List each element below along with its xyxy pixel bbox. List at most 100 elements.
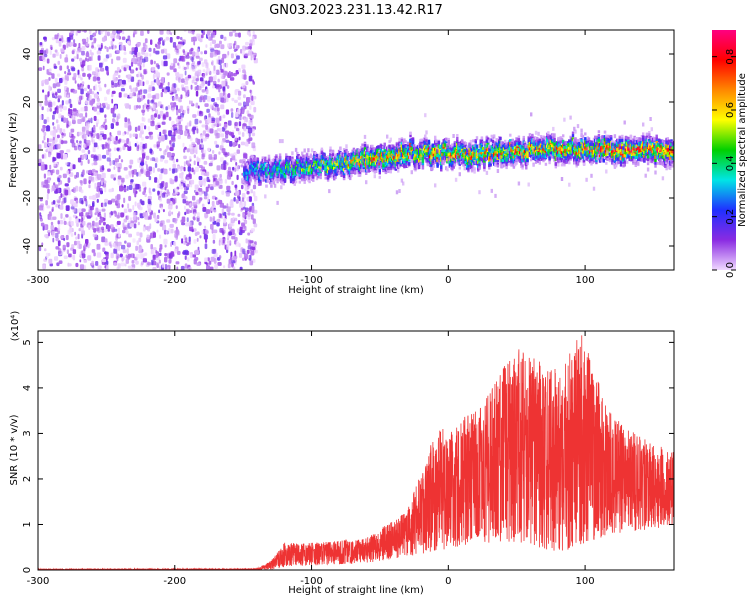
spectrogram-cell bbox=[101, 144, 105, 150]
spectrogram-cell bbox=[73, 73, 77, 78]
spectrogram-cell bbox=[215, 117, 220, 124]
spectrogram-cell bbox=[104, 114, 107, 118]
spectrogram-cell bbox=[148, 166, 153, 172]
spectrogram-cell bbox=[218, 255, 222, 259]
spectrogram-cell bbox=[104, 198, 109, 203]
spectrogram-cell bbox=[121, 79, 126, 85]
spectrogram-cell bbox=[155, 157, 159, 163]
spectrogram-cell bbox=[40, 222, 45, 227]
spectrogram-cell bbox=[56, 124, 60, 131]
spectrogram-cell bbox=[63, 153, 68, 160]
spectrogram-cell bbox=[159, 183, 164, 189]
spectrogram-cell bbox=[237, 45, 240, 49]
spectrogram-cell bbox=[48, 142, 53, 147]
spectrogram-cell bbox=[59, 166, 63, 171]
spectrogram-cell bbox=[86, 100, 89, 106]
spectrogram-cell bbox=[198, 198, 201, 204]
spectrogram-cell bbox=[49, 164, 52, 170]
spectrogram-cell bbox=[221, 80, 226, 87]
spectrogram-cell bbox=[231, 212, 235, 216]
spectrogram-cell bbox=[125, 254, 128, 259]
spectrogram-cell bbox=[53, 182, 56, 186]
spectrogram-cell bbox=[153, 94, 156, 100]
spectrogram-cell bbox=[160, 135, 165, 141]
spectrogram-cell bbox=[186, 64, 189, 70]
spectrogram-cell bbox=[172, 142, 175, 148]
spectrogram-cell bbox=[136, 82, 140, 87]
spectrogram-cell bbox=[42, 264, 46, 270]
spectrogram-cell bbox=[192, 114, 197, 118]
spectrogram-cell bbox=[116, 115, 119, 122]
spectrogram-cell bbox=[291, 151, 294, 156]
spectrogram-cell bbox=[140, 162, 145, 166]
spectrogram-cell bbox=[150, 249, 155, 255]
spectrogram-cell bbox=[249, 105, 252, 110]
spectrogram-cell bbox=[80, 88, 84, 95]
spectrogram-cell bbox=[145, 160, 148, 166]
spectrogram-cell bbox=[159, 158, 164, 162]
spectrogram-cell bbox=[170, 179, 175, 185]
spectrogram-cell bbox=[207, 147, 211, 152]
spectrogram-cell bbox=[113, 147, 117, 152]
spectrogram-cell bbox=[303, 180, 306, 184]
spectrogram-cell bbox=[83, 243, 87, 248]
spectrogram-cell bbox=[312, 178, 315, 182]
spectrogram-cell bbox=[96, 243, 101, 250]
spectrogram-cell bbox=[175, 261, 180, 265]
spectrogram-cell bbox=[199, 57, 203, 62]
spectrogram-cell bbox=[147, 126, 151, 131]
spectrogram-cell bbox=[226, 174, 231, 180]
spectrogram-cell bbox=[234, 121, 238, 127]
spectrogram-cell bbox=[229, 222, 232, 228]
spectrogram-cell bbox=[140, 169, 144, 173]
spectrogram-cell bbox=[93, 46, 97, 51]
spectrogram-cell bbox=[140, 123, 145, 127]
spectrogram-cell bbox=[238, 68, 241, 73]
spectrogram-cell bbox=[219, 228, 224, 233]
spectrogram-cell bbox=[112, 44, 117, 50]
spectrogram-cell bbox=[79, 57, 83, 62]
spectrogram-cell bbox=[235, 241, 240, 247]
spectrogram-cell bbox=[81, 46, 86, 51]
spectrogram-cell bbox=[212, 150, 215, 154]
spectrogram-cell bbox=[83, 178, 87, 185]
spectrogram-cell bbox=[43, 131, 47, 137]
spectrogram-cell bbox=[113, 262, 117, 266]
spectrogram-cell bbox=[108, 139, 111, 145]
spectrogram-cell bbox=[213, 258, 217, 264]
spectrogram-cell bbox=[212, 107, 217, 111]
spectrogram-cell bbox=[56, 153, 61, 159]
spectrogram-cell bbox=[83, 87, 87, 92]
spectrogram-cell bbox=[135, 254, 141, 259]
spectrogram-cell bbox=[231, 222, 235, 227]
spectrogram-cell bbox=[280, 185, 283, 190]
spectrogram-cell bbox=[81, 67, 85, 72]
spectrogram-cell bbox=[50, 169, 53, 176]
spectrogram-cell bbox=[55, 203, 59, 208]
spectrogram-cell bbox=[191, 51, 196, 56]
spectrogram-cell bbox=[173, 83, 177, 88]
spectrogram-cell bbox=[249, 240, 254, 244]
spectrogram-cell bbox=[147, 262, 152, 266]
spectrogram-cell bbox=[132, 253, 135, 259]
spectrogram-cell bbox=[200, 95, 204, 100]
spectrogram-cell bbox=[147, 93, 152, 99]
spectrogram-cell bbox=[231, 180, 234, 186]
spectrogram-cell bbox=[253, 223, 258, 228]
spectrogram-cell bbox=[189, 137, 193, 142]
spectrogram-cell bbox=[52, 93, 56, 98]
spectrogram-cell bbox=[62, 173, 67, 179]
spectrogram-cell bbox=[239, 115, 242, 121]
spectrogram-cell bbox=[175, 105, 178, 111]
spectrogram-cell bbox=[192, 30, 195, 35]
spectrogram-cell bbox=[241, 132, 245, 137]
spectrogram-cell bbox=[69, 103, 73, 109]
spectrogram-cell bbox=[298, 176, 301, 180]
spectrogram-cell bbox=[319, 173, 322, 177]
spectrogram-cell bbox=[161, 121, 166, 125]
spectrogram-cell bbox=[39, 214, 43, 220]
spectrogram-cell bbox=[150, 59, 153, 65]
spectrogram-cell bbox=[252, 81, 255, 85]
spectrogram-cell bbox=[246, 97, 251, 103]
spectrogram-cell bbox=[52, 126, 56, 130]
